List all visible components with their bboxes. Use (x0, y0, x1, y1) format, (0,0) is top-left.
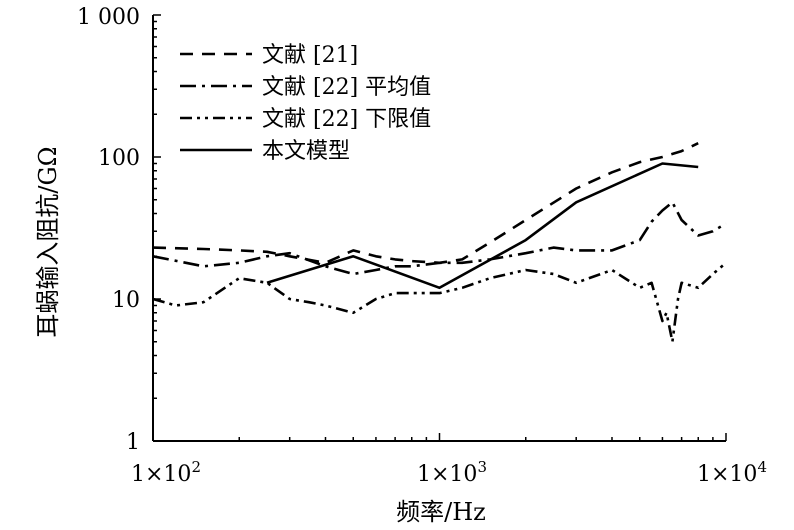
series-ref22-mean-line (152, 201, 727, 276)
x-tick-label-10000: 1×104 (697, 458, 767, 487)
axes (152, 14, 727, 442)
series-layer (152, 142, 727, 344)
x-tick-label-1000: 1×103 (417, 458, 487, 487)
y-tick-label-1: 1 (126, 430, 140, 455)
series-ref21-line (152, 142, 699, 265)
y-tick-label-100: 100 (98, 146, 140, 171)
y-minor-ticks (153, 20, 157, 400)
x-tick-100-exp: 2 (191, 458, 201, 476)
legend-label-ref22-mean: 文献 [22] 平均值 (262, 75, 431, 100)
series-model-line (266, 162, 699, 290)
x-tick-1000-mantissa: 1×10 (417, 462, 477, 487)
x-tick-100-mantissa: 1×10 (131, 462, 191, 487)
x-tick-10000-exp: 4 (757, 458, 767, 476)
x-tick-10000-mantissa: 1×10 (697, 462, 757, 487)
legend-label-ref21: 文献 [21] (262, 43, 358, 68)
y-major-ticks (153, 14, 161, 442)
x-minor-ticks (238, 437, 714, 441)
x-tick-label-100: 1×102 (131, 458, 201, 487)
legend: 文献 [21] 文献 [22] 平均值 文献 [22] 下限值 本文模型 (180, 43, 431, 164)
tick-labels: 1 10 100 1 000 1×102 1×103 1×104 (77, 5, 767, 487)
legend-label-model: 本文模型 (262, 139, 350, 164)
x-axis-label: 频率/Hz (396, 498, 486, 526)
x-tick-1000-exp: 3 (477, 458, 487, 476)
y-tick-label-1000: 1 000 (77, 5, 140, 30)
y-tick-label-10: 10 (112, 288, 140, 313)
x-major-ticks (152, 433, 727, 441)
legend-label-ref22-lower: 文献 [22] 下限值 (262, 107, 431, 132)
series-ref22-lower-line (152, 261, 727, 344)
y-axis-label: 耳蜗输入阻抗/GΩ (34, 146, 62, 337)
